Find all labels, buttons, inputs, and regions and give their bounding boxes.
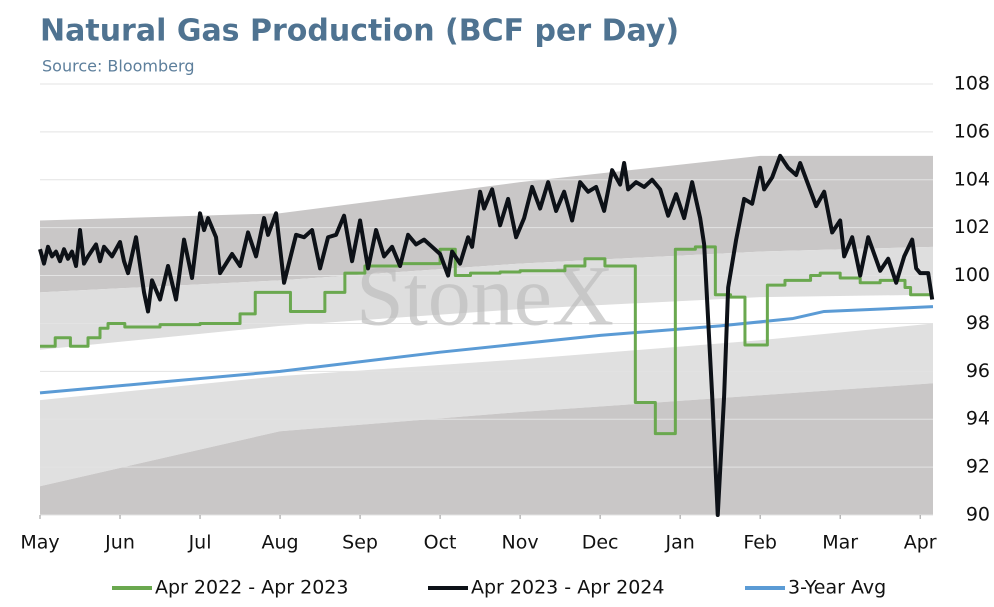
y-tick-label: 100	[954, 264, 990, 286]
y-tick-label: 90	[966, 504, 990, 526]
x-tick-label: Mar	[822, 532, 858, 554]
x-tick-label: Sep	[342, 532, 378, 554]
x-tick-label: Dec	[582, 532, 619, 554]
x-tick-label: Aug	[261, 532, 298, 554]
y-tick-label: 92	[966, 456, 990, 478]
x-tick-label: Feb	[743, 532, 777, 554]
x-tick-label: Jul	[188, 532, 212, 554]
chart-subtitle: Source: Bloomberg	[42, 57, 194, 76]
y-tick-label: 104	[954, 168, 990, 190]
legend-label: Apr 2022 - Apr 2023	[155, 577, 348, 599]
y-tick-label: 98	[966, 312, 990, 334]
range-band	[40, 246, 933, 350]
legend-label: Apr 2023 - Apr 2024	[471, 577, 664, 599]
chart-title: Natural Gas Production (BCF per Day)	[40, 14, 679, 49]
watermark: StoneX	[356, 248, 614, 344]
series-lines	[38, 153, 935, 517]
x-tick-label: Jun	[104, 532, 135, 554]
range-band	[40, 155, 933, 293]
legend-label: 3-Year Avg	[788, 577, 886, 599]
series-line	[40, 245, 931, 436]
series-line	[38, 153, 935, 517]
x-tick-label: Oct	[424, 532, 457, 554]
legend: Apr 2022 - Apr 2023 Apr 2023 - Apr 2024 3-…	[112, 577, 886, 599]
y-tick-label: 108	[954, 73, 990, 95]
axes: 90 92 94 96 98 100 102 104 106 108 May Jun Jul Aug Sep…	[20, 73, 990, 554]
series-line	[39, 305, 934, 395]
y-tick-label: 96	[966, 360, 990, 382]
x-tick-label: Jan	[664, 532, 694, 554]
range-band	[40, 383, 933, 515]
y-tick-label: 94	[966, 408, 990, 430]
x-tick-label: May	[20, 532, 59, 554]
y-tick-label: 102	[954, 216, 990, 238]
x-tick-label: Apr	[904, 532, 937, 554]
x-tick-label: Nov	[502, 532, 539, 554]
grid	[40, 83, 933, 516]
y-tick-label: 106	[954, 120, 990, 142]
